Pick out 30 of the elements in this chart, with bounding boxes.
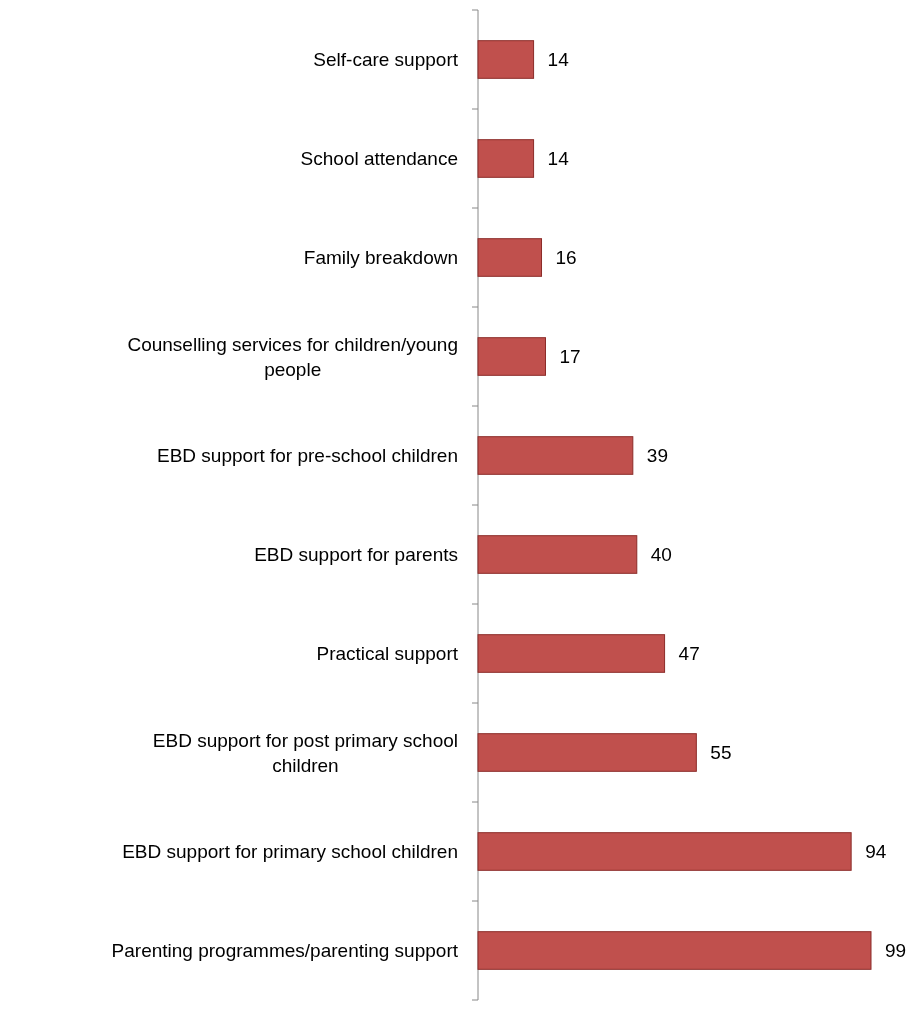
y-tick-label: EBD support for post primary school children	[152, 729, 458, 776]
y-tick-label: Counselling services for children/young people	[127, 333, 458, 380]
data-label: 47	[678, 643, 700, 664]
bar	[477, 337, 546, 376]
y-tick-label: Parenting programmes/parenting support	[111, 940, 459, 961]
y-tick-label: Self-care support	[313, 49, 459, 70]
data-label: 39	[646, 445, 668, 466]
data-label: 94	[865, 841, 887, 862]
y-tick-label: EBD support for primary school children	[122, 841, 458, 862]
y-tick-label: Family breakdown	[303, 247, 458, 268]
bar	[477, 436, 634, 475]
data-label: 14	[547, 148, 570, 169]
bar	[477, 931, 872, 970]
bar	[477, 40, 535, 79]
data-label: 55	[710, 742, 732, 763]
bar	[477, 832, 852, 871]
y-tick-label: EBD support for pre-school children	[157, 445, 458, 466]
bar	[477, 535, 638, 574]
data-label: 40	[650, 544, 672, 565]
bar	[477, 634, 666, 673]
data-label: 17	[559, 346, 581, 367]
bar	[477, 733, 697, 772]
y-tick-label: Practical support	[316, 643, 459, 664]
data-label: 14	[547, 49, 570, 70]
bar	[477, 238, 543, 277]
data-label: 99	[885, 940, 907, 961]
y-tick-label: EBD support for parents	[254, 544, 458, 565]
bar	[477, 139, 535, 178]
data-label: 16	[555, 247, 577, 268]
y-tick-label: School attendance	[300, 148, 458, 169]
